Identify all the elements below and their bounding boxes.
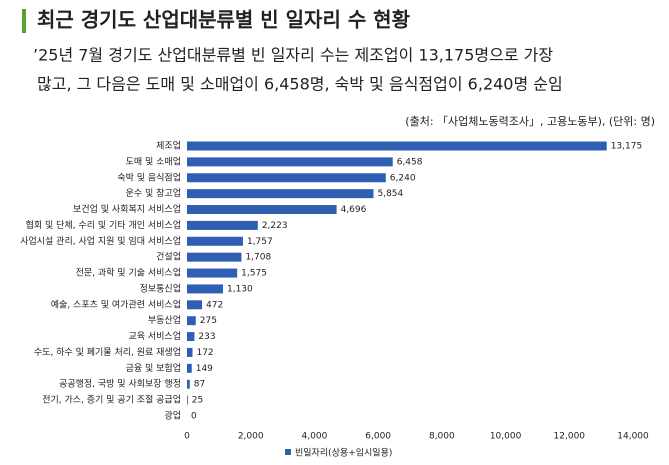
bar — [187, 332, 195, 342]
y-tick-label: 교육 서비스업 — [128, 331, 181, 342]
y-tick-label: 부동산업 — [148, 315, 181, 326]
value-label: 5,854 — [377, 189, 403, 199]
bar — [187, 395, 188, 405]
y-tick-label: 전기, 가스, 증기 및 공기 조절 공급업 — [42, 394, 181, 406]
x-tick-label: 12,000 — [554, 432, 586, 442]
value-label: 0 — [191, 411, 197, 421]
value-label: 13,175 — [611, 142, 643, 152]
y-tick-label: 사업시설 관리, 사업 지원 및 임대 서비스업 — [20, 235, 181, 247]
bar — [187, 205, 337, 215]
bar — [187, 347, 193, 357]
bar — [187, 173, 386, 183]
x-tick-label: 2,000 — [238, 432, 264, 442]
legend-swatch — [285, 449, 291, 455]
value-label: 87 — [194, 380, 205, 390]
y-tick-label: 숙박 및 음식점업 — [117, 171, 181, 183]
bar — [187, 141, 607, 151]
value-label: 4,696 — [341, 205, 367, 215]
value-label: 233 — [198, 332, 215, 342]
x-tick-label: 8,000 — [429, 432, 455, 442]
y-tick-label: 예술, 스포츠 및 여가관련 서비스업 — [51, 298, 181, 310]
source-note: (출처: 「사업체노동력조사」, 고용노동부), (단위: 명) — [405, 115, 655, 128]
y-tick-label: 제조업 — [156, 141, 181, 152]
bar — [187, 189, 374, 199]
y-tick-label: 공공행정, 국방 및 사회보장 행정 — [59, 378, 181, 390]
bar — [187, 236, 243, 246]
bar — [187, 379, 190, 389]
y-tick-label: 협회 및 단체, 수리 및 기타 개인 서비스업 — [26, 219, 181, 231]
bar — [187, 316, 196, 326]
value-label: 149 — [196, 364, 213, 374]
value-label: 472 — [206, 300, 223, 310]
value-label: 2,223 — [262, 221, 288, 231]
bar — [187, 252, 242, 262]
y-tick-label: 도매 및 소매업 — [126, 155, 181, 167]
y-tick-label: 광업 — [164, 409, 181, 421]
y-tick-label: 정보통신업 — [140, 283, 181, 294]
value-label: 1,130 — [227, 284, 253, 294]
value-label: 25 — [192, 396, 203, 406]
y-tick-label: 금융 및 보험업 — [126, 362, 181, 374]
title-accent — [22, 9, 26, 33]
bar — [187, 157, 393, 167]
legend-label: 빈일자리(상용+임시일용) — [295, 447, 392, 459]
value-label: 172 — [196, 348, 213, 358]
subtitle-line: 많고, 그 다음은 도매 및 소매업이 6,458명, 숙박 및 음식점업이 6… — [37, 75, 563, 94]
y-tick-label: 운수 및 창고업 — [126, 187, 181, 199]
x-tick-label: 4,000 — [302, 432, 328, 442]
bar — [187, 363, 192, 373]
bar — [187, 268, 238, 278]
bar — [187, 284, 223, 294]
y-tick-label: 수도, 하수 및 폐기물 처리, 원료 재생업 — [34, 346, 181, 358]
bar — [187, 300, 203, 310]
x-tick-label: 10,000 — [490, 432, 522, 442]
value-label: 1,757 — [247, 237, 273, 247]
chart-title: 최근 경기도 산업대분류별 빈 일자리 수 현황 — [37, 8, 411, 32]
y-tick-label: 전문, 과학 및 기술 서비스업 — [76, 267, 181, 279]
y-tick-label: 건설업 — [156, 252, 181, 263]
x-tick-label: 14,000 — [617, 432, 649, 442]
x-tick-label: 6,000 — [365, 432, 391, 442]
value-label: 6,458 — [397, 157, 423, 167]
y-tick-label: 보건업 및 사회복지 서비스업 — [73, 203, 181, 215]
x-tick-label: 0 — [184, 432, 190, 442]
value-label: 275 — [200, 316, 217, 326]
bar — [187, 220, 258, 230]
subtitle-line: ’25년 7월 경기도 산업대분류별 빈 일자리 수는 제조업이 13,175명… — [33, 46, 553, 65]
value-label: 6,240 — [390, 173, 416, 183]
value-label: 1,708 — [245, 253, 271, 263]
value-label: 1,575 — [241, 269, 267, 279]
